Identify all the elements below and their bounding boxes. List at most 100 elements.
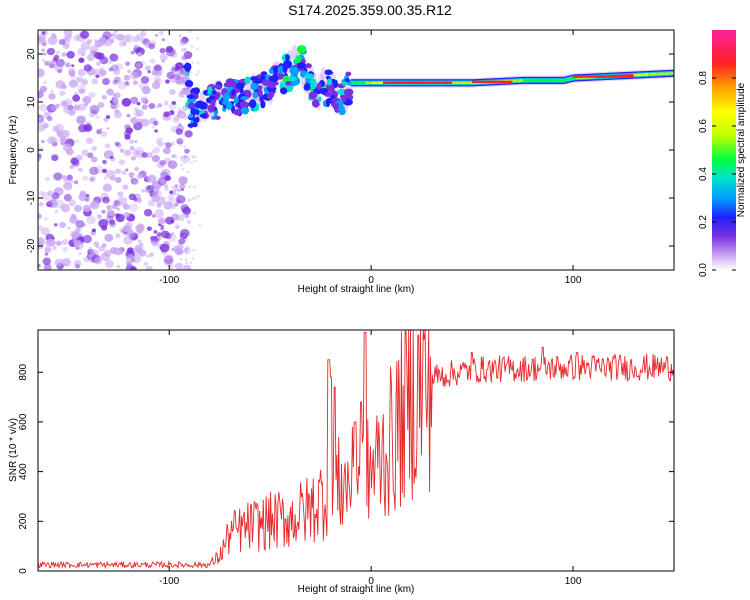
noise-speckle (128, 203, 139, 212)
noise-speckle (197, 70, 201, 73)
noise-speckle (139, 60, 146, 66)
noise-speckle (141, 152, 148, 158)
noise-speckle (140, 96, 148, 103)
carrier-band-core (640, 73, 643, 77)
carrier-band-core (643, 73, 646, 76)
carrier-band-core (375, 81, 378, 84)
carrier-band-core (559, 79, 562, 82)
carrier-band-core (457, 81, 460, 84)
carrier-blob (230, 89, 236, 96)
noise-speckle (72, 160, 80, 168)
carrier-blob (226, 101, 233, 111)
noise-speckle (86, 215, 96, 225)
noise-speckle (174, 262, 184, 270)
carrier-band-core (514, 79, 517, 83)
carrier-band-core (651, 73, 654, 76)
noise-speckle (76, 154, 83, 161)
noise-speckle (179, 38, 188, 46)
carrier-blob (260, 100, 266, 109)
noise-speckle (109, 247, 118, 255)
noise-speckle (184, 148, 190, 154)
carrier-blob (341, 96, 347, 103)
noise-speckle (110, 175, 116, 181)
noise-speckle (197, 194, 201, 198)
noise-speckle (128, 193, 137, 201)
noise-speckle (187, 198, 191, 201)
noise-speckle (86, 152, 94, 159)
carrier-blob (207, 104, 216, 113)
noise-speckle (126, 113, 131, 118)
carrier-band-core (569, 77, 572, 81)
noise-speckle (184, 213, 190, 219)
noise-speckle (137, 239, 142, 244)
carrier-blob (257, 89, 263, 98)
noise-speckle (183, 145, 187, 149)
noise-speckle (75, 227, 81, 233)
noise-speckle (182, 55, 186, 58)
carrier-blob (211, 90, 217, 95)
noise-speckle (61, 52, 67, 57)
carrier-blob (215, 92, 221, 98)
noise-speckle (136, 229, 143, 235)
noise-speckle (183, 234, 187, 237)
carrier-band-core (370, 81, 373, 84)
noise-speckle (112, 93, 117, 97)
noise-speckle (96, 115, 100, 119)
noise-speckle (105, 115, 111, 119)
noise-speckle (73, 180, 79, 185)
noise-speckle (38, 146, 44, 152)
noise-speckle (188, 185, 192, 189)
carrier-band-core (557, 79, 560, 82)
noise-speckle (59, 136, 67, 143)
carrier-blob (324, 69, 333, 74)
colorbar-tick-label: 0.8 (698, 71, 709, 85)
carrier-blob (316, 82, 322, 91)
noise-speckle (101, 243, 107, 248)
noise-speckle (171, 101, 177, 105)
carrier-band-core (535, 79, 538, 82)
noise-speckle (143, 261, 149, 266)
noise-speckle (165, 45, 174, 53)
noise-speckle (153, 230, 158, 234)
snr-ylabel: SNR (10 * v/v) (8, 418, 19, 482)
noise-speckle (86, 39, 93, 44)
noise-speckle (133, 110, 142, 118)
noise-speckle (165, 142, 172, 149)
noise-speckle (80, 78, 89, 86)
noise-speckle (180, 48, 185, 52)
noise-speckle (115, 233, 121, 239)
carrier-blob (182, 64, 190, 69)
carrier-blob (317, 96, 322, 102)
noise-speckle (109, 155, 114, 159)
noise-speckle (136, 198, 142, 203)
noise-speckle (140, 30, 147, 37)
carrier-blob (235, 82, 245, 90)
noise-speckle (174, 224, 180, 229)
snr-ticks: -100 0 100 0 200 400 600 800 (18, 330, 674, 587)
carrier-band-core (355, 81, 358, 84)
noise-speckle (46, 238, 56, 247)
noise-speckle (103, 117, 109, 123)
carrier-band-core (350, 81, 354, 84)
carrier-band-core (575, 76, 578, 80)
noise-speckle (182, 264, 192, 270)
noise-speckle (78, 103, 87, 111)
spectrogram-ytick-label: 10 (26, 96, 37, 108)
colorbar: 0.0 0.2 0.4 0.6 0.8 Normalized spectral ampl… (698, 30, 747, 277)
noise-speckle (41, 191, 52, 201)
noise-speckle (110, 32, 117, 37)
noise-speckle (160, 224, 164, 228)
noise-speckle (117, 191, 124, 198)
colorbar-tick-label: 0.0 (698, 263, 709, 277)
carrier-band-core (536, 79, 539, 82)
noise-speckle (113, 102, 120, 109)
noise-speckle (181, 213, 185, 217)
noise-speckle (183, 48, 187, 51)
noise-speckle (84, 197, 90, 202)
noise-speckle (51, 192, 60, 200)
noise-speckle (163, 255, 174, 265)
noise-speckle (44, 176, 51, 182)
carrier-band-core (549, 79, 552, 82)
noise-speckle (193, 159, 197, 163)
noise-speckle (171, 154, 176, 159)
